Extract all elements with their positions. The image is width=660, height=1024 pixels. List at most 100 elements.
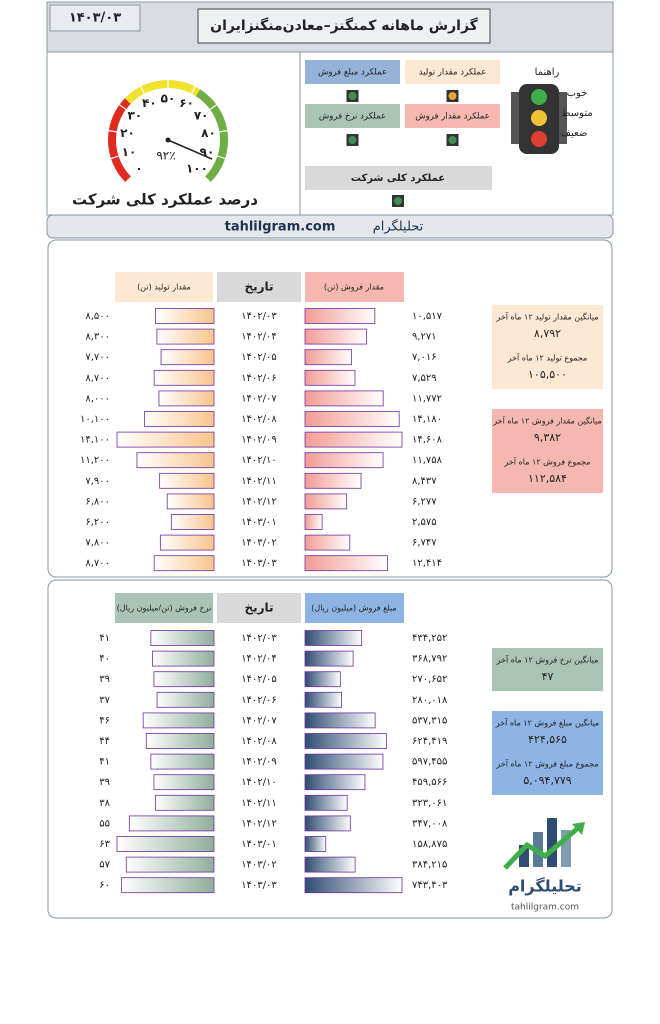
- category-label: ۱۴۰۲/۰۷: [241, 393, 277, 404]
- value-label: ۶,۷۴۷: [412, 538, 437, 549]
- stats-box: [492, 648, 603, 691]
- banner: [46, 214, 614, 239]
- series-name: مقدار فروش (تن): [324, 283, 384, 292]
- stat-value: ۴۷: [542, 670, 554, 683]
- stat-title: میانگین مقدار فروش ۱۲ ماه آخر: [492, 416, 602, 426]
- value-label: ۷,۵۲۹: [412, 373, 437, 384]
- logo-arrowhead: [572, 822, 585, 835]
- gauge-tick-label: ۰: [135, 161, 142, 175]
- bar: [153, 774, 215, 791]
- gauge-tick: [209, 104, 217, 110]
- value-label: ۱۱,۷۵۸: [412, 455, 443, 466]
- bar: [304, 431, 403, 448]
- legend-box: [405, 104, 500, 128]
- stat-value: ۴۲۴,۵۶۵: [528, 733, 567, 746]
- category-title: تاریخ: [244, 280, 273, 294]
- value-label: ۱۴,۱۸۰: [412, 414, 442, 425]
- value-label: ۶,۲۷۷: [412, 496, 437, 507]
- light-green: [531, 89, 547, 105]
- value-label: ۳۸: [99, 798, 110, 809]
- stat-title: مجموع مبلغ فروش ۱۲ ماه آخر: [495, 759, 598, 769]
- value-label: ۴۴: [99, 736, 110, 747]
- value-label: ۱۴,۶۰۸: [412, 435, 443, 446]
- header-cell: [115, 272, 213, 302]
- stats-box: [492, 409, 603, 493]
- value-label: ۶۲۴,۴۱۹: [412, 736, 447, 747]
- bar: [304, 390, 384, 407]
- bar: [153, 671, 215, 688]
- level-label: ضعیف: [561, 128, 588, 139]
- category-label: ۱۴۰۳/۰۲: [241, 538, 277, 549]
- bar: [153, 555, 215, 572]
- value-label: ۳۹: [99, 777, 110, 788]
- value-label: ۷,۰۱۶: [412, 352, 437, 363]
- banner-brand: تحلیلگرام: [373, 219, 424, 235]
- category-label: ۱۴۰۲/۰۵: [241, 352, 277, 363]
- bar: [155, 794, 215, 811]
- bar: [142, 712, 215, 729]
- gauge-tick-label: ۶۰: [179, 96, 194, 110]
- bar: [304, 877, 403, 894]
- bar: [304, 856, 356, 873]
- bar: [304, 555, 388, 572]
- value-label: ۱۰,۱۰۰: [80, 414, 110, 425]
- gauge-hub: [165, 137, 171, 143]
- legend-label: عملکرد مبلغ فروش: [318, 68, 387, 78]
- bar: [304, 794, 348, 811]
- header-cell: [305, 272, 404, 302]
- gauge-tick-label: ۳۰: [128, 108, 143, 122]
- value-label: ۵۳۷,۳۱۵: [412, 715, 447, 726]
- value-label: ۱۴,۱۰۰: [80, 435, 110, 446]
- logo: تحلیلگرام tahlilgram.com: [503, 818, 585, 913]
- bar: [116, 431, 215, 448]
- gauge-tick: [217, 155, 226, 160]
- level-label: خوب: [567, 88, 588, 99]
- gauge-value-label: ۹۲٪: [156, 149, 175, 163]
- value-label: ۸,۵۰۰: [85, 311, 110, 322]
- status-light: [394, 197, 402, 205]
- stat-value: ۹,۳۸۲: [534, 431, 561, 444]
- bar: [304, 691, 342, 708]
- bar: [304, 411, 400, 427]
- date-box: [49, 4, 141, 32]
- value-label: ۶,۲۰۰: [85, 517, 110, 528]
- value-label: ۳۹: [99, 674, 110, 685]
- logo-brand: تحلیلگرام: [508, 877, 582, 896]
- series-name: نرخ فروش (تن/میلیون ریال): [117, 604, 212, 613]
- value-label: ۷,۹۰۰: [85, 476, 110, 487]
- category-title: تاریخ: [244, 601, 273, 615]
- bar: [166, 493, 215, 510]
- stat-title: میانگین نرخ فروش ۱۲ ماه آخر: [496, 655, 599, 665]
- logo-bar: [547, 818, 557, 867]
- level-label: متوسط: [561, 108, 592, 119]
- title-box: [197, 8, 491, 44]
- value-label: ۲۸۰,۰۱۸: [412, 695, 448, 706]
- gauge-tick: [125, 176, 132, 183]
- traffic-light-side: [511, 92, 519, 144]
- value-label: ۳۴۷,۰۰۸: [412, 818, 448, 829]
- gauge-band: [124, 80, 201, 104]
- series-name: مبلغ فروش (میلیون ریال): [311, 604, 396, 613]
- bar: [304, 671, 341, 688]
- stats-box: [492, 711, 603, 795]
- stat-title: میانگین مقدار تولید ۱۲ ماه آخر: [495, 312, 598, 322]
- value-label: ۵۷: [99, 860, 110, 871]
- legend-guide: راهنما: [535, 67, 560, 78]
- value-label: ۱۰,۵۱۷: [412, 311, 443, 322]
- logo-bar: [519, 845, 529, 867]
- bar: [304, 349, 352, 366]
- category-label: ۱۴۰۲/۰۴: [241, 332, 277, 343]
- bar: [304, 514, 323, 530]
- bar: [155, 308, 215, 324]
- gauge-band: [108, 98, 132, 183]
- gauge-tick: [119, 104, 127, 110]
- bar: [150, 630, 215, 646]
- gauge-tick: [219, 130, 228, 133]
- bar: [304, 753, 384, 770]
- stat-title: مجموع تولید ۱۲ ماه آخر: [507, 353, 588, 363]
- traffic-light-side: [559, 92, 567, 144]
- value-label: ۸,۰۰۰: [85, 393, 110, 404]
- bar: [156, 328, 215, 345]
- bar: [304, 815, 351, 832]
